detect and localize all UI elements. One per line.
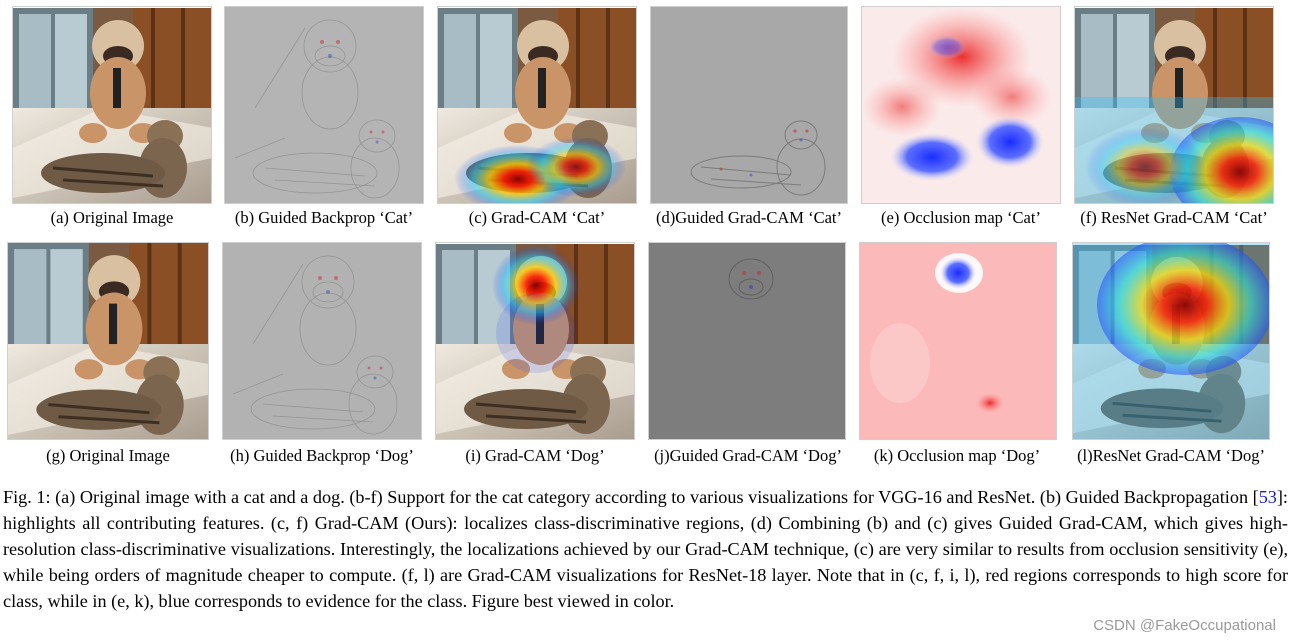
caption-j: (j)Guided Grad-CAM ‘Dog’ bbox=[654, 446, 842, 465]
caption-a: (a) Original Image bbox=[50, 208, 174, 227]
guided-backprop-dog bbox=[222, 242, 422, 440]
gradcam-cat bbox=[437, 6, 637, 204]
figure-caption-part1: Fig. 1: (a) Original image with a cat an… bbox=[3, 487, 1259, 507]
caption-e: (e) Occlusion map ‘Cat’ bbox=[881, 208, 1041, 227]
citation-link[interactable]: 53 bbox=[1258, 487, 1277, 507]
caption-h: (h) Guided Backprop ‘Dog’ bbox=[230, 446, 414, 465]
watermark: CSDN @FakeOccupational bbox=[1093, 617, 1276, 634]
guided-gradcam-cat bbox=[650, 6, 848, 204]
caption-i: (i) Grad-CAM ‘Dog’ bbox=[465, 446, 605, 465]
gradcam-dog bbox=[435, 242, 635, 440]
caption-g: (g) Original Image bbox=[46, 446, 170, 465]
resnet-gradcam-cat bbox=[1074, 6, 1274, 204]
occlusion-map-dog bbox=[859, 242, 1057, 440]
caption-k: (k) Occlusion map ‘Dog’ bbox=[873, 446, 1041, 465]
guided-backprop-cat bbox=[224, 6, 424, 204]
occlusion-map-cat bbox=[861, 6, 1061, 204]
caption-c: (c) Grad-CAM ‘Cat’ bbox=[468, 208, 606, 227]
caption-f: (f) ResNet Grad-CAM ‘Cat’ bbox=[1080, 208, 1268, 227]
guided-gradcam-dog bbox=[648, 242, 846, 440]
figure-caption-part2: ]: highlights all contributing features.… bbox=[3, 487, 1288, 611]
caption-b: (b) Guided Backprop ‘Cat’ bbox=[234, 208, 414, 227]
resnet-gradcam-dog bbox=[1072, 242, 1270, 440]
caption-d: (d)Guided Grad-CAM ‘Cat’ bbox=[655, 208, 843, 227]
caption-l: (l)ResNet Grad-CAM ‘Dog’ bbox=[1077, 446, 1265, 465]
figure-caption: Fig. 1: (a) Original image with a cat an… bbox=[3, 484, 1288, 614]
original-image-dog bbox=[7, 242, 209, 440]
original-image-cat bbox=[12, 6, 212, 204]
